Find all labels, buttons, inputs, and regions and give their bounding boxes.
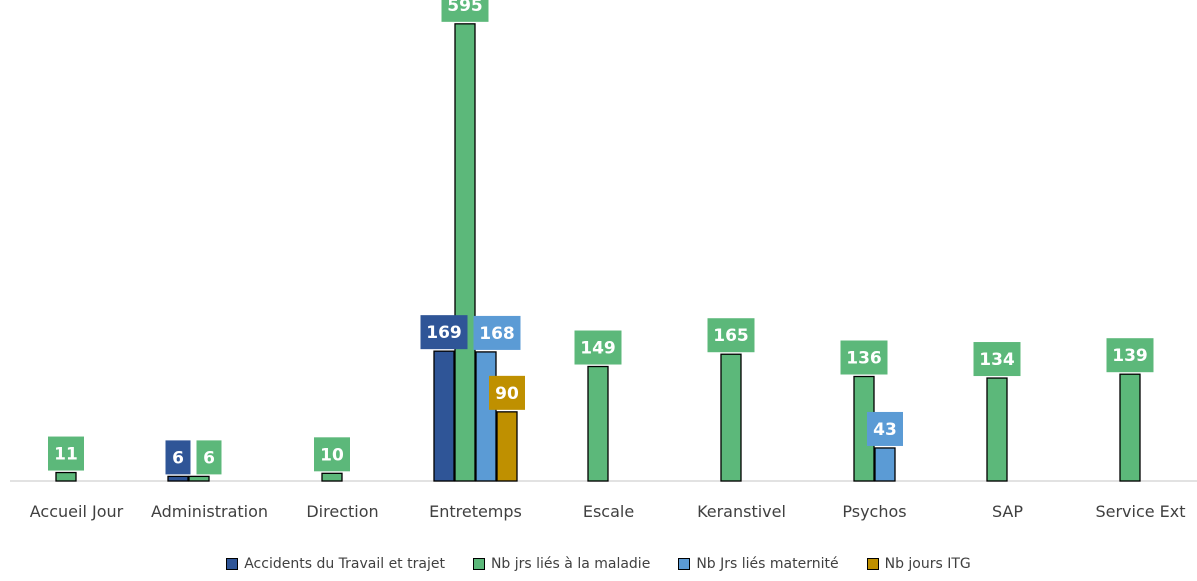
data-labels-group: 11 6 6 10 169 595 168 90 149 165 136 43 134 139 [48, 0, 1154, 475]
data-label-accidents-du-travail-et-trajet-administration-box [165, 440, 191, 475]
data-label-nb-jrs-lies-maternite-entretemps-text: 168 [479, 324, 515, 344]
data-label-nb-jrs-lies-a-la-maladie-entretemps: 595 [441, 0, 489, 22]
data-label-nb-jrs-lies-a-la-maladie-administration: 6 [196, 440, 222, 475]
data-label-nb-jrs-lies-a-la-maladie-accueil-jour-text: 11 [54, 445, 78, 465]
data-label-accidents-du-travail-et-trajet-administration-text: 6 [172, 448, 184, 468]
bar-nb-jrs-lies-maternite-entretemps [475, 351, 497, 482]
data-label-accidents-du-travail-et-trajet-entretemps-box [420, 315, 468, 350]
data-label-nb-jrs-lies-a-la-maladie-service-ext-text: 139 [1112, 346, 1148, 366]
data-label-nb-jrs-lies-maternite-psychos: 43 [867, 411, 903, 446]
data-label-nb-jrs-lies-a-la-maladie-accueil-jour: 11 [48, 436, 84, 471]
category-label-administration: Administration [151, 502, 268, 521]
category-label-entretemps: Entretemps [429, 502, 522, 521]
bar-nb-jrs-lies-a-la-maladie-keranstivel [720, 353, 742, 482]
category-label-psychos: Psychos [842, 502, 906, 521]
legend-swatch-nb-jours-itg [866, 558, 879, 570]
data-label-nb-jours-itg-entretemps-text: 90 [495, 384, 519, 404]
data-label-nb-jrs-lies-a-la-maladie-escale: 149 [574, 330, 622, 365]
bar-nb-jrs-lies-a-la-maladie-escale [587, 365, 609, 482]
data-label-nb-jrs-lies-a-la-maladie-sap-box [973, 342, 1021, 377]
category-label-escale: Escale [583, 502, 634, 521]
data-label-nb-jrs-lies-a-la-maladie-keranstivel-text: 165 [713, 326, 749, 346]
data-label-nb-jrs-lies-a-la-maladie-direction: 10 [314, 437, 350, 472]
bar-accidents-du-travail-et-trajet-administration [167, 475, 189, 482]
category-labels-group: Accueil Jour Administration Direction Entre… [30, 502, 1186, 521]
bar-nb-jrs-lies-a-la-maladie-accueil-jour [55, 471, 77, 482]
data-label-nb-jrs-lies-a-la-maladie-psychos: 136 [840, 340, 888, 375]
category-label-sap: SAP [992, 502, 1023, 521]
data-label-accidents-du-travail-et-trajet-entretemps-text: 169 [426, 323, 462, 343]
data-label-nb-jrs-lies-a-la-maladie-sap-text: 134 [979, 350, 1015, 370]
data-label-nb-jrs-lies-maternite-psychos-box [867, 411, 903, 446]
category-label-keranstivel: Keranstivel [697, 502, 786, 521]
data-label-nb-jrs-lies-a-la-maladie-direction-box [314, 437, 350, 472]
bar-nb-jrs-lies-a-la-maladie-direction [321, 472, 343, 482]
data-label-nb-jrs-lies-a-la-maladie-escale-box [574, 330, 622, 365]
data-label-nb-jours-itg-entretemps: 90 [489, 375, 525, 410]
data-label-nb-jrs-lies-a-la-maladie-escale-text: 149 [580, 339, 616, 359]
data-label-nb-jrs-lies-a-la-maladie-service-ext: 139 [1106, 338, 1154, 373]
data-label-nb-jrs-lies-maternite-entretemps-box [473, 315, 521, 350]
data-label-nb-jrs-lies-a-la-maladie-entretemps-text: 595 [447, 0, 483, 16]
data-label-nb-jrs-lies-a-la-maladie-psychos-box [840, 340, 888, 375]
category-label-direction: Direction [306, 502, 378, 521]
data-label-nb-jrs-lies-a-la-maladie-direction-text: 10 [320, 445, 344, 465]
legend-swatch-nb-jrs-lies-a-la-maladie [472, 558, 485, 570]
bars-group [55, 23, 1141, 482]
data-label-nb-jrs-lies-a-la-maladie-administration-text: 6 [203, 448, 215, 468]
data-label-accidents-du-travail-et-trajet-entretemps: 169 [420, 315, 468, 350]
legend-swatch-nb-jrs-lies-maternite [678, 558, 691, 570]
legend-item-nb-jrs-lies-a-la-maladie: Nb jrs liés à la maladie [472, 556, 651, 572]
bar-nb-jours-itg-entretemps [496, 411, 518, 482]
data-label-nb-jrs-lies-a-la-maladie-service-ext-box [1106, 338, 1154, 373]
bar-nb-jrs-lies-a-la-maladie-service-ext [1119, 373, 1141, 482]
data-label-nb-jrs-lies-a-la-maladie-keranstivel-box [707, 318, 755, 353]
bar-nb-jrs-lies-a-la-maladie-administration [188, 475, 210, 482]
data-label-nb-jrs-lies-maternite-entretemps: 168 [473, 315, 521, 350]
data-label-nb-jrs-lies-a-la-maladie-administration-box [196, 440, 222, 475]
bar-nb-jrs-lies-maternite-psychos [874, 447, 896, 482]
bar-accidents-du-travail-et-trajet-entretemps [433, 350, 455, 482]
data-label-nb-jrs-lies-maternite-psychos-text: 43 [873, 420, 897, 440]
data-label-nb-jours-itg-entretemps-box [489, 375, 525, 410]
chart: 11 6 6 10 169 595 168 90 149 165 136 43 134 139 Accue… [10, 0, 1197, 521]
legend-item-nb-jours-itg: Nb jours ITG [866, 556, 971, 572]
legend-item-nb-jrs-lies-maternite: Nb Jrs liés maternité [678, 556, 839, 572]
category-label-accueil-jour: Accueil Jour [30, 502, 124, 521]
legend-item-accidents-du-travail-et-trajet: Accidents du Travail et trajet [226, 556, 445, 572]
data-label-nb-jrs-lies-a-la-maladie-entretemps-box [441, 0, 489, 22]
data-label-nb-jrs-lies-a-la-maladie-accueil-jour-box [48, 436, 84, 471]
data-label-nb-jrs-lies-a-la-maladie-keranstivel: 165 [707, 318, 755, 353]
legend: Accidents du Travail et trajet Nb jrs lié… [0, 556, 1197, 572]
data-label-accidents-du-travail-et-trajet-administration: 6 [165, 440, 191, 475]
bar-nb-jrs-lies-a-la-maladie-entretemps [454, 23, 476, 482]
legend-label-nb-jrs-lies-a-la-maladie: Nb jrs liés à la maladie [490, 556, 651, 572]
legend-label-nb-jrs-lies-maternite: Nb Jrs liés maternité [696, 556, 839, 572]
legend-swatch-accidents-du-travail-et-trajet [226, 558, 239, 570]
category-label-service-ext: Service Ext [1095, 502, 1185, 521]
bar-nb-jrs-lies-a-la-maladie-sap [986, 377, 1008, 482]
data-label-nb-jrs-lies-a-la-maladie-psychos-text: 136 [846, 349, 882, 369]
legend-label-accidents-du-travail-et-trajet: Accidents du Travail et trajet [244, 556, 445, 572]
data-label-nb-jrs-lies-a-la-maladie-sap: 134 [973, 342, 1021, 377]
legend-label-nb-jours-itg: Nb jours ITG [884, 556, 971, 572]
